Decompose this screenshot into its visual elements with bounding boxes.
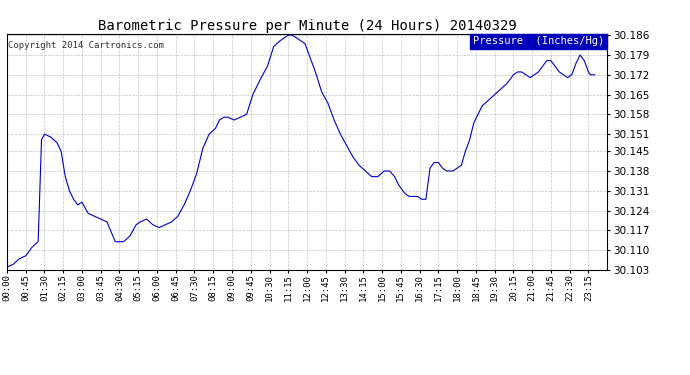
Title: Barometric Pressure per Minute (24 Hours) 20140329: Barometric Pressure per Minute (24 Hours…	[98, 19, 516, 33]
Text: Pressure  (Inches/Hg): Pressure (Inches/Hg)	[473, 36, 604, 46]
Text: Copyright 2014 Cartronics.com: Copyright 2014 Cartronics.com	[8, 41, 164, 50]
